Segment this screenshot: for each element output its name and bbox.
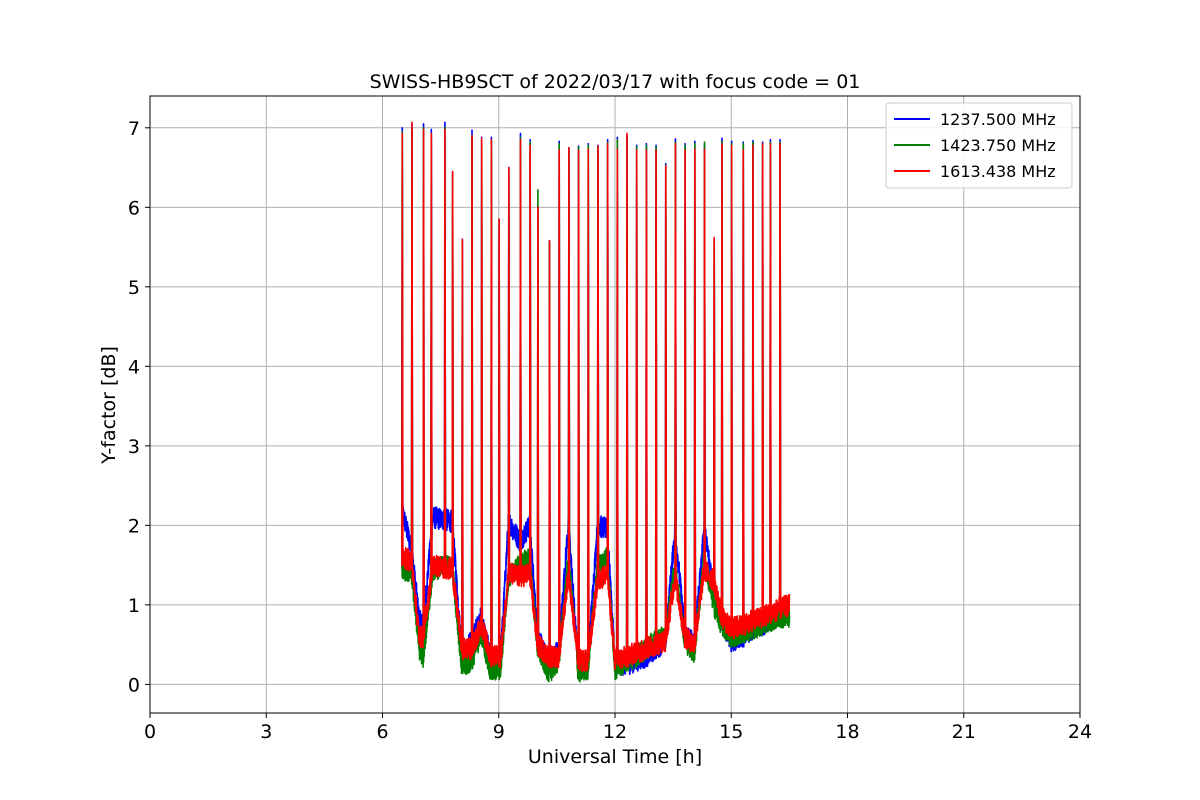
x-axis: 0 3 6 9 12 15 18 21 24 (144, 713, 1092, 743)
plot-area (401, 121, 791, 683)
x-tick-label: 24 (1068, 721, 1092, 743)
legend-label: 1423.750 MHz (940, 136, 1056, 155)
chart-title: SWISS-HB9SCT of 2022/03/17 with focus co… (370, 71, 861, 93)
x-tick-label: 6 (376, 721, 388, 743)
y-tick-label: 7 (128, 118, 140, 140)
y-tick-label: 2 (128, 515, 140, 537)
legend-box (885, 102, 1073, 189)
y-tick-label: 3 (128, 436, 140, 458)
x-tick-label: 21 (952, 721, 976, 743)
legend: 1237.500 MHz 1423.750 MHz 1613.438 MHz (885, 102, 1073, 189)
y-tick-label: 1 (128, 595, 140, 617)
y-axis: 0 1 2 3 4 5 6 7 (128, 118, 150, 696)
y-tick-label: 4 (128, 356, 140, 378)
x-tick-label: 9 (493, 721, 505, 743)
x-tick-label: 0 (144, 721, 156, 743)
y-tick-label: 5 (128, 277, 140, 299)
x-axis-title: Universal Time [h] (528, 746, 702, 768)
x-tick-label: 3 (260, 721, 272, 743)
legend-label: 1613.438 MHz (940, 162, 1056, 181)
y-axis-title: Y-factor [dB] (98, 346, 120, 465)
legend-label: 1237.500 MHz (940, 110, 1056, 129)
series-line-3 (401, 121, 791, 672)
x-tick-label: 18 (835, 721, 859, 743)
x-tick-label: 12 (603, 721, 627, 743)
x-tick-label: 15 (719, 721, 743, 743)
y-tick-label: 6 (128, 197, 140, 219)
y-tick-label: 0 (128, 674, 140, 696)
